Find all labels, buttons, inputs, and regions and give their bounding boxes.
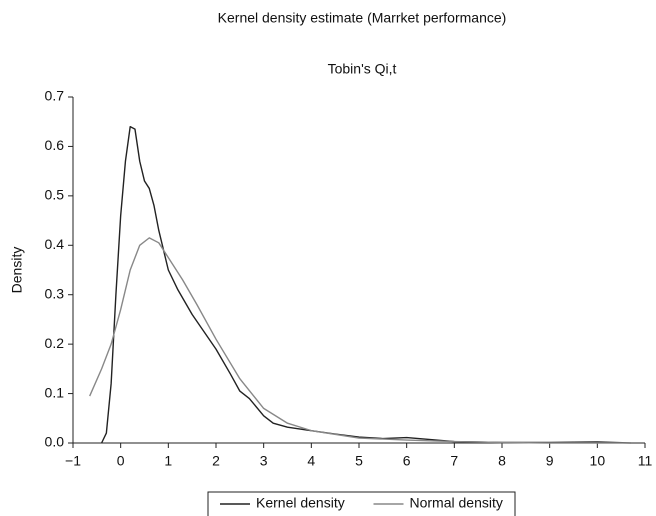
chart-subtitle: Tobin's Qi,t	[328, 61, 397, 77]
density-line	[89, 237, 631, 444]
y-tick-label: 0.3	[45, 285, 65, 301]
y-tick-label: 0.2	[45, 335, 65, 351]
x-tick-label: −1	[65, 453, 81, 469]
legend-label: Normal density	[410, 495, 503, 511]
y-tick-label: 0.1	[45, 384, 65, 400]
x-tick-label: 1	[164, 453, 172, 469]
x-tick-label: 7	[450, 453, 458, 469]
chart-title: Kernel density estimate (Marrket perform…	[218, 10, 507, 26]
y-tick-label: 0.7	[45, 88, 65, 104]
x-tick-label: 8	[498, 453, 506, 469]
legend-label: Kernel density	[256, 495, 345, 511]
y-tick-label: 0.6	[45, 137, 65, 153]
x-tick-label: 6	[403, 453, 411, 469]
y-tick-label: 0.4	[45, 236, 65, 252]
x-tick-label: 0	[117, 453, 125, 469]
x-tick-label: 11	[638, 453, 653, 469]
x-tick-label: 5	[355, 453, 363, 469]
y-tick-label: 0.5	[45, 187, 65, 203]
x-tick-label: 9	[546, 453, 554, 469]
density-line	[100, 125, 631, 444]
x-tick-label: 2	[212, 453, 220, 469]
legend-box	[207, 491, 516, 516]
y-axis-label: Density	[9, 247, 25, 294]
x-tick-label: 3	[260, 453, 268, 469]
x-tick-label: 10	[590, 453, 606, 469]
x-tick-label: 4	[307, 453, 315, 469]
y-tick-label: 0.0	[45, 434, 65, 450]
